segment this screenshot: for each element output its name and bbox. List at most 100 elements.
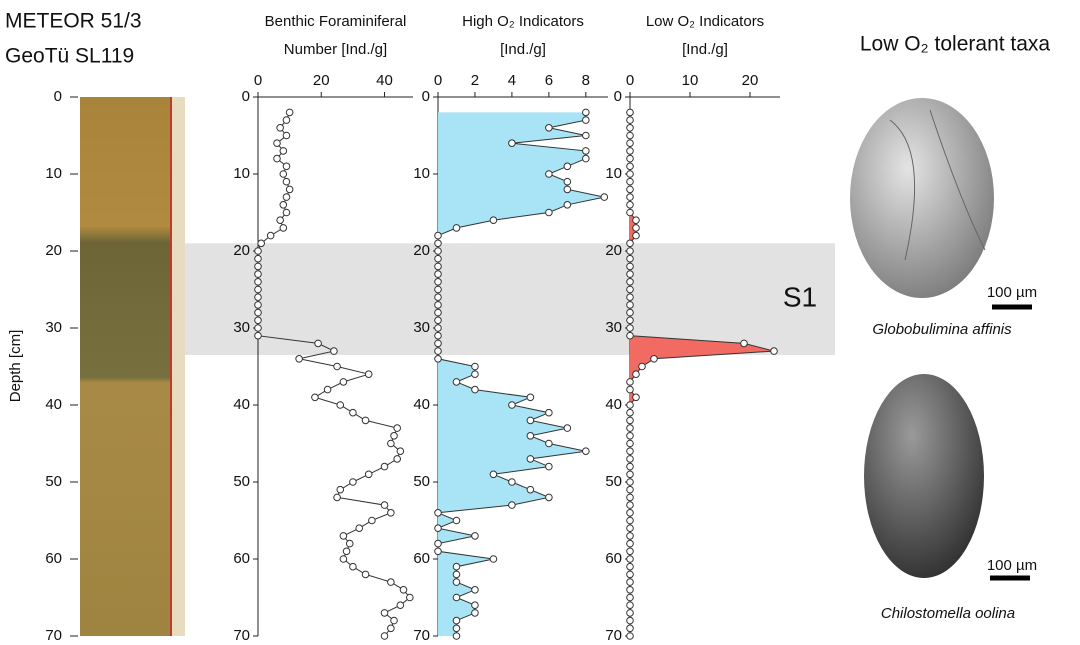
- point: [626, 177, 634, 186]
- point: [626, 562, 634, 571]
- point: [626, 147, 634, 155]
- point: [626, 447, 634, 456]
- point: [452, 570, 461, 579]
- point: [626, 532, 634, 540]
- point: [626, 478, 634, 486]
- point: [626, 408, 634, 417]
- point: [364, 370, 373, 379]
- point: [626, 501, 634, 509]
- x-tick-label: 2: [471, 72, 479, 89]
- point: [626, 462, 634, 471]
- point: [399, 586, 408, 594]
- chart-title: High O₂ Indicators: [462, 13, 584, 30]
- point: [380, 609, 389, 617]
- point: [254, 293, 262, 302]
- core-ruler: [172, 97, 185, 636]
- point: [582, 131, 590, 140]
- point: [452, 632, 461, 640]
- point: [339, 555, 348, 563]
- point: [626, 516, 634, 525]
- point: [626, 578, 634, 586]
- point: [279, 201, 288, 209]
- point: [266, 231, 275, 240]
- point: [380, 501, 389, 509]
- point: [626, 154, 634, 163]
- point: [626, 470, 634, 479]
- point: [273, 154, 281, 163]
- point: [626, 632, 634, 640]
- point: [740, 339, 748, 348]
- point: [273, 139, 281, 147]
- point: [452, 616, 461, 625]
- point: [434, 270, 442, 278]
- area: [630, 112, 774, 636]
- point: [339, 378, 348, 386]
- point: [626, 401, 634, 409]
- y-tick-label: 60: [233, 550, 250, 567]
- x-tick-label: 20: [742, 72, 759, 89]
- point: [626, 208, 634, 217]
- point: [626, 293, 634, 302]
- point: [770, 347, 778, 355]
- y-tick-label: 60: [413, 550, 430, 567]
- point: [254, 262, 262, 271]
- y-tick-label: 70: [413, 627, 430, 644]
- point: [626, 455, 634, 463]
- point: [282, 162, 291, 171]
- point: [336, 401, 345, 409]
- point: [471, 370, 479, 379]
- point: [626, 193, 634, 201]
- point: [626, 547, 634, 556]
- point: [626, 239, 634, 248]
- area: [438, 112, 605, 636]
- point: [254, 316, 262, 325]
- point: [282, 116, 291, 124]
- y-tick-label: 40: [413, 396, 430, 413]
- point: [545, 124, 553, 132]
- point: [508, 501, 516, 509]
- point: [380, 462, 389, 471]
- point: [471, 532, 479, 540]
- point: [545, 408, 553, 417]
- point: [349, 408, 357, 417]
- point: [632, 370, 640, 379]
- point: [434, 262, 442, 271]
- band-label: S1: [783, 282, 817, 313]
- point: [626, 108, 634, 117]
- point: [626, 262, 634, 271]
- point: [626, 270, 634, 278]
- point: [626, 432, 634, 440]
- point: [563, 162, 572, 171]
- point: [489, 470, 498, 479]
- point: [563, 201, 572, 209]
- point: [396, 601, 405, 610]
- x-tick-label: 0: [254, 72, 262, 89]
- point: [489, 216, 498, 224]
- point: [349, 478, 357, 486]
- y-tick-label: 50: [605, 473, 622, 490]
- point: [471, 362, 479, 371]
- point: [387, 509, 395, 517]
- point: [626, 624, 634, 633]
- point: [333, 493, 341, 502]
- point: [471, 609, 479, 617]
- point: [626, 570, 634, 579]
- point: [626, 509, 634, 517]
- y-tick-label: 30: [605, 319, 622, 336]
- point: [276, 216, 284, 224]
- point: [626, 301, 634, 309]
- point: [336, 485, 345, 494]
- y-tick-label: 0: [242, 88, 250, 105]
- point: [626, 254, 634, 263]
- point: [471, 586, 479, 594]
- point: [434, 509, 442, 517]
- point: [434, 355, 442, 363]
- point: [279, 224, 288, 232]
- band: [185, 243, 835, 355]
- point: [626, 586, 634, 594]
- x-tick-label: 10: [682, 72, 699, 89]
- point: [489, 555, 498, 563]
- point: [626, 116, 634, 124]
- point: [406, 593, 414, 602]
- y-tick-label: 10: [413, 165, 430, 182]
